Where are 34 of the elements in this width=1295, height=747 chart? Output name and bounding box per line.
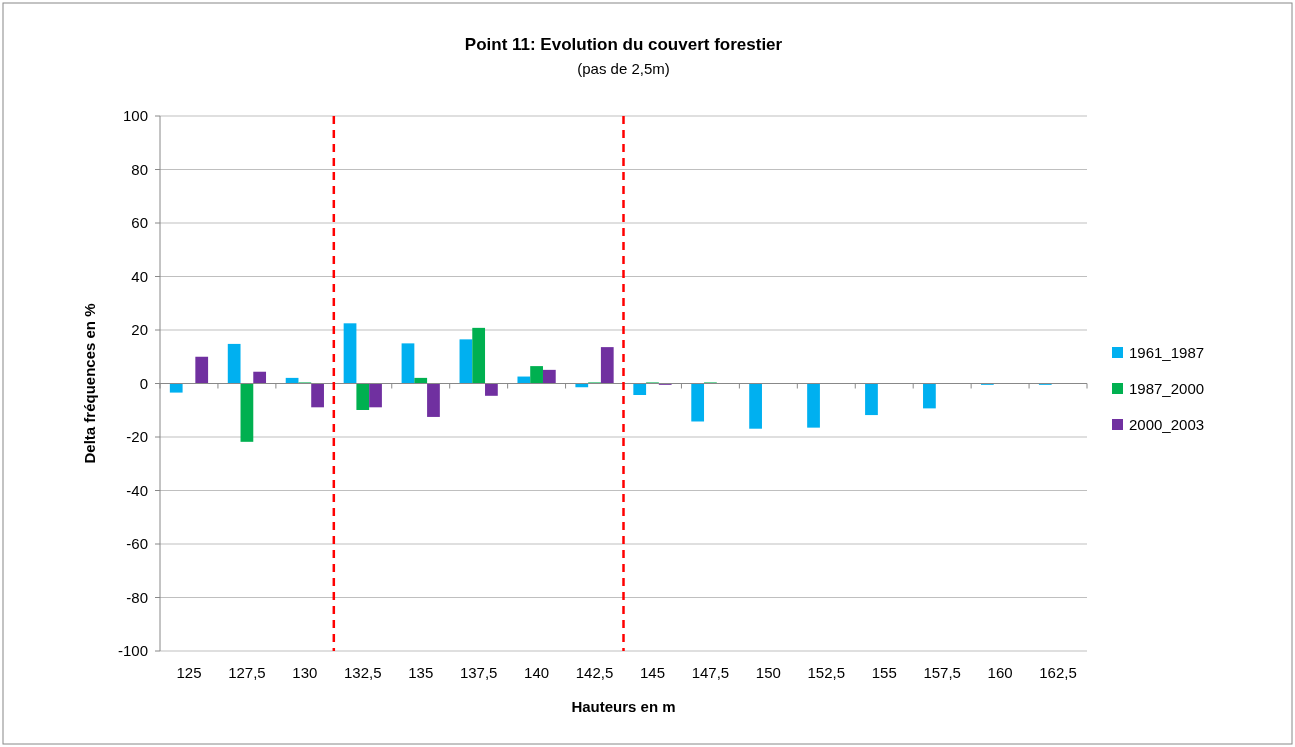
y-tick-label: 20 bbox=[131, 321, 148, 339]
x-tick-label: 155 bbox=[871, 664, 897, 681]
x-tick-label: 137,5 bbox=[459, 664, 498, 681]
chart-title: Point 11: Evolution du couvert forestier bbox=[464, 35, 783, 54]
y-tick-label: 0 bbox=[139, 374, 148, 392]
y-tick-label: -20 bbox=[126, 428, 148, 446]
x-tick-label: 150 bbox=[755, 664, 781, 681]
y-tick-label: -60 bbox=[126, 535, 148, 553]
y-axis-title: Delta fréquences en % bbox=[81, 303, 98, 464]
x-tick-label: 125 bbox=[176, 664, 202, 681]
y-tick-label: -80 bbox=[126, 588, 148, 606]
legend-label: 1961_1987 bbox=[1129, 344, 1205, 362]
y-tick-label: 40 bbox=[131, 267, 148, 285]
y-tick-label: 100 bbox=[122, 107, 148, 125]
x-axis-title: Hauteurs en m bbox=[571, 698, 676, 715]
legend-label: 2000_2003 bbox=[1129, 416, 1205, 434]
x-tick-label: 152,5 bbox=[807, 664, 846, 681]
x-tick-label: 140 bbox=[524, 664, 550, 681]
x-tick-label: 142,5 bbox=[575, 664, 614, 681]
x-tick-label: 130 bbox=[292, 664, 318, 681]
chart-subtitle: (pas de 2,5m) bbox=[577, 60, 670, 77]
x-tick-label: 160 bbox=[987, 664, 1013, 681]
x-tick-label: 157,5 bbox=[923, 664, 961, 681]
x-tick-label: 162,5 bbox=[1039, 664, 1077, 681]
legend-label: 1987_2000 bbox=[1129, 380, 1205, 398]
y-tick-label: -40 bbox=[126, 481, 148, 499]
x-tick-label: 132,5 bbox=[344, 664, 382, 681]
y-tick-label: 60 bbox=[131, 214, 148, 232]
y-tick-label: -100 bbox=[117, 642, 148, 660]
y-tick-label: 80 bbox=[131, 160, 148, 178]
x-tick-label: 147,5 bbox=[691, 664, 730, 681]
x-tick-label: 145 bbox=[639, 664, 665, 681]
x-tick-label: 127,5 bbox=[228, 664, 266, 681]
x-tick-label: 135 bbox=[408, 664, 434, 681]
